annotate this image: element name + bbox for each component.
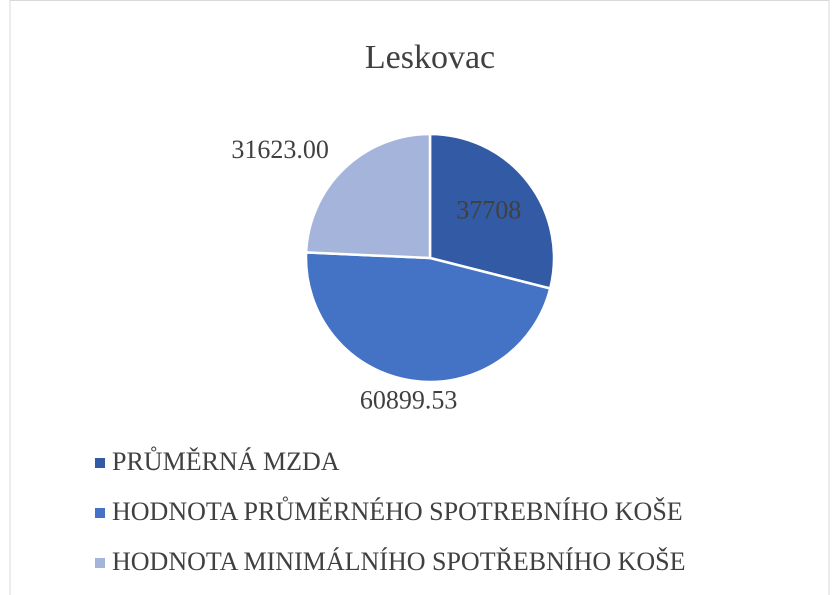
data-label: 60899.53 xyxy=(360,386,458,415)
legend-label: PRŮMĚRNÁ MZDA xyxy=(112,447,340,476)
data-label: 37708 xyxy=(456,195,521,224)
pie-slice xyxy=(428,132,556,291)
pie-slice xyxy=(304,132,432,260)
legend-label: HODNOTA MINIMÁLNÍHO SPOTŘEBNÍHO KOŠE xyxy=(112,547,686,576)
pie-slice xyxy=(304,251,552,384)
data-label: 31623.00 xyxy=(231,135,329,164)
legend-swatch xyxy=(95,508,105,518)
legend-swatch xyxy=(95,558,105,568)
chart-title: Leskovac xyxy=(365,39,495,76)
legend-swatch xyxy=(95,458,105,468)
legend-label: HODNOTA PRŮMĚRNÉHO SPOTREBNÍHO KOŠE xyxy=(112,497,683,526)
